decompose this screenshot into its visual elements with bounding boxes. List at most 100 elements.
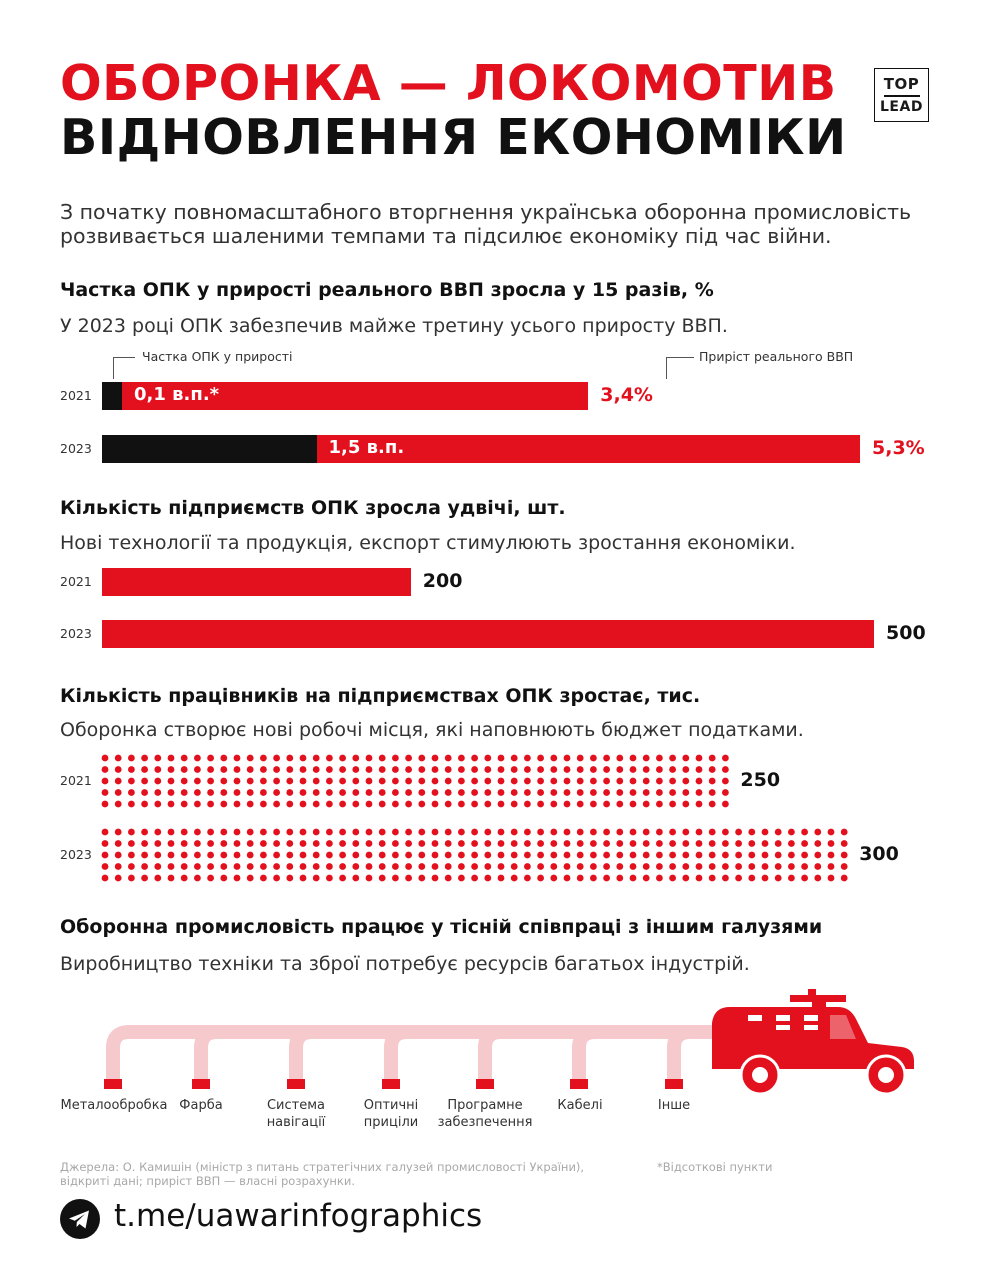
c3-dot bbox=[669, 754, 676, 762]
c3-dot bbox=[260, 766, 267, 773]
c3-dot bbox=[114, 800, 122, 808]
c3-dot bbox=[154, 863, 162, 870]
c3-dot bbox=[378, 863, 386, 870]
c3-dot bbox=[233, 840, 241, 847]
c3-dot bbox=[497, 851, 505, 859]
c3-dot bbox=[669, 777, 676, 785]
c3-dot bbox=[365, 863, 373, 870]
c3-dot bbox=[642, 828, 650, 836]
c3-dot bbox=[101, 828, 109, 836]
c3-dot bbox=[299, 840, 307, 847]
c3-dot bbox=[656, 766, 663, 773]
c3-dot bbox=[431, 874, 439, 882]
c3-dot bbox=[312, 800, 320, 808]
c3-dot bbox=[788, 874, 795, 882]
industry-item-7: Інше bbox=[657, 1098, 691, 1113]
c3-dot bbox=[114, 863, 122, 870]
toplead-logo: TOP LEAD bbox=[874, 68, 929, 122]
c3-dot bbox=[326, 754, 333, 762]
c3-dot bbox=[207, 789, 214, 796]
c3-dot bbox=[497, 874, 505, 882]
c3-dot bbox=[471, 800, 478, 808]
c3-dot bbox=[365, 789, 373, 796]
c3-dot bbox=[246, 874, 254, 882]
c3-dot bbox=[299, 800, 307, 808]
c3-dot bbox=[207, 754, 214, 762]
c3-dot bbox=[497, 754, 505, 762]
c3-dot bbox=[312, 777, 320, 785]
c3-dot bbox=[537, 789, 544, 796]
c3-dot bbox=[550, 863, 558, 870]
c3-dot bbox=[339, 766, 346, 773]
c3-dot bbox=[537, 874, 544, 882]
c3-dot bbox=[431, 754, 439, 762]
c3-dot bbox=[260, 828, 267, 836]
c3-dot bbox=[629, 863, 637, 870]
c3-dot bbox=[510, 800, 518, 808]
c3-dot bbox=[642, 754, 650, 762]
c3-dot bbox=[233, 766, 241, 773]
c3-dot bbox=[444, 840, 452, 847]
c3-dot bbox=[788, 863, 795, 870]
c3-dot bbox=[246, 766, 254, 773]
c3-dot bbox=[378, 840, 386, 847]
c3-dot bbox=[405, 863, 412, 870]
c3-dot bbox=[365, 766, 373, 773]
c3-dot bbox=[101, 851, 109, 859]
telegram-icon[interactable] bbox=[60, 1199, 100, 1239]
c3-dot bbox=[537, 766, 544, 773]
c3-dot bbox=[431, 766, 439, 773]
c3-dot bbox=[484, 863, 492, 870]
c3-dot bbox=[392, 863, 399, 870]
c3-dot bbox=[682, 874, 690, 882]
c3-dot bbox=[458, 766, 465, 773]
c3-dot bbox=[128, 874, 135, 882]
c3-dot bbox=[405, 789, 412, 796]
c3-dot bbox=[497, 800, 505, 808]
c3-dot bbox=[326, 828, 333, 836]
industry-item-2: Фарба bbox=[179, 1098, 223, 1113]
c3-dot bbox=[616, 828, 624, 836]
c3-dot bbox=[814, 851, 822, 859]
c3-dot bbox=[246, 777, 254, 785]
c3-dot bbox=[246, 840, 254, 847]
c3-dot bbox=[471, 874, 478, 882]
c3-dot bbox=[735, 874, 742, 882]
c3-dot bbox=[458, 828, 465, 836]
c3-dot bbox=[260, 789, 267, 796]
c3-dot bbox=[352, 800, 360, 808]
c3-dot bbox=[128, 828, 135, 836]
c3-dot bbox=[669, 766, 676, 773]
c3-dot bbox=[603, 777, 610, 785]
c3-dot bbox=[682, 789, 690, 796]
c3-dot bbox=[207, 863, 214, 870]
c3-dot bbox=[616, 800, 624, 808]
c3-dot bbox=[524, 874, 531, 882]
c3-dot bbox=[656, 851, 663, 859]
c3-dot bbox=[524, 828, 531, 836]
c3-dot bbox=[378, 777, 386, 785]
c3-dot bbox=[722, 789, 729, 796]
c3-dot bbox=[286, 874, 294, 882]
c3-dot bbox=[167, 766, 175, 773]
c3-dot bbox=[444, 828, 452, 836]
c3-dot bbox=[524, 863, 531, 870]
c3-dot bbox=[497, 863, 505, 870]
c3-dot bbox=[207, 766, 214, 773]
c3-dot bbox=[312, 754, 320, 762]
c3-dot bbox=[827, 851, 835, 859]
c3-dot bbox=[590, 754, 597, 762]
telegram-link[interactable]: t.me/uawarinfographics bbox=[114, 1198, 483, 1234]
c3-dot bbox=[642, 874, 650, 882]
c3-dot bbox=[774, 863, 782, 870]
c3-dot bbox=[669, 840, 676, 847]
c3-dot bbox=[629, 800, 637, 808]
c3-dot bbox=[510, 840, 518, 847]
c3-dot bbox=[774, 828, 782, 836]
c3-dot bbox=[669, 800, 676, 808]
c3-dot bbox=[458, 840, 465, 847]
c3-dot bbox=[722, 851, 729, 859]
c3-dot bbox=[840, 863, 848, 870]
c3-dot bbox=[708, 851, 716, 859]
c3-dot bbox=[590, 874, 597, 882]
